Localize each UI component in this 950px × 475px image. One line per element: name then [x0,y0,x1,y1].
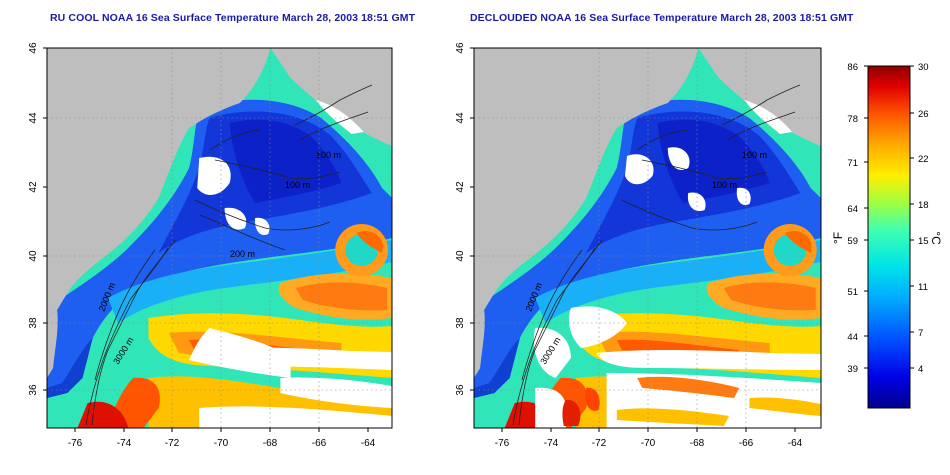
celsius-tick-label: 11 [918,282,928,293]
contour-label: 100 m [742,150,767,160]
left-map-frame [46,47,393,429]
y-tick-label: 40 [28,250,39,262]
y-tick-label: 38 [455,317,466,329]
contour-label: 200 m [230,249,255,259]
fahrenheit-tick-label: 64 [847,204,858,215]
x-tick-label: -72 [165,438,180,449]
celsius-tick-label: 26 [918,109,929,120]
x-tick-label: -66 [739,438,754,449]
x-tick-label: -74 [544,438,559,449]
right-map: 100 m 100 m 2000 m 3000 m [474,48,821,428]
celsius-tick-label: 4 [918,364,923,375]
colorbar-gradient [867,65,911,409]
fahrenheit-tick-label: 59 [847,236,858,247]
fahrenheit-unit-label: °F [831,232,845,244]
grid-lines [474,48,821,428]
x-tick-label: -76 [68,438,83,449]
left-axes [43,47,369,432]
fahrenheit-tick-label: 39 [847,364,858,375]
x-tick-label: -76 [495,438,510,449]
left-map: 100 m 100 m 200 m 2000 m 3000 m [47,48,392,428]
bathymetry-contours [85,84,373,426]
y-tick-label: 38 [28,317,39,329]
y-tick-label: 36 [28,384,39,396]
x-tick-label: -68 [263,438,278,449]
x-tick-label: -64 [788,438,803,449]
fahrenheit-tick-label: 44 [847,332,858,343]
fahrenheit-tick-label: 78 [847,114,858,125]
left-panel-title: RU COOL NOAA 16 Sea Surface Temperature … [50,12,416,24]
bathymetry-contours [512,84,801,426]
contour-label: 100 m [316,150,341,160]
fahrenheit-tick-label: 51 [847,287,858,298]
cloud-mask [189,156,392,428]
celsius-tick-label: 30 [918,62,929,73]
y-tick-label: 44 [28,112,39,124]
y-tick-label: 46 [455,42,466,54]
x-tick-label: -70 [214,438,229,449]
celsius-tick-label: 15 [918,236,929,247]
x-tick-label: -72 [592,438,607,449]
fahrenheit-tick-label: 71 [847,158,858,169]
y-tick-label: 42 [28,181,39,193]
y-tick-label: 42 [455,181,466,193]
x-tick-label: -68 [690,438,705,449]
right-axes [470,47,796,432]
y-tick-label: 44 [455,112,466,124]
fahrenheit-tick-label: 86 [847,62,858,73]
celsius-tick-label: 7 [918,328,923,339]
celsius-unit-label: °C [929,231,943,245]
grid-lines [47,48,392,428]
y-tick-label: 36 [455,384,466,396]
x-tick-label: -74 [117,438,132,449]
right-panel-title: DECLOUDED NOAA 16 Sea Surface Temperatur… [470,12,854,24]
contour-label: 100 m [712,180,737,190]
celsius-tick-label: 22 [918,154,929,165]
y-tick-label: 46 [28,42,39,54]
contour-label: 100 m [285,180,310,190]
x-tick-label: -66 [312,438,327,449]
y-tick-label: 40 [455,250,466,262]
x-tick-label: -64 [361,438,376,449]
celsius-tick-label: 18 [918,200,929,211]
colorbar: 86 78 71 64 59 51 44 39 30 26 22 18 15 1… [831,62,943,409]
x-tick-label: -70 [641,438,656,449]
